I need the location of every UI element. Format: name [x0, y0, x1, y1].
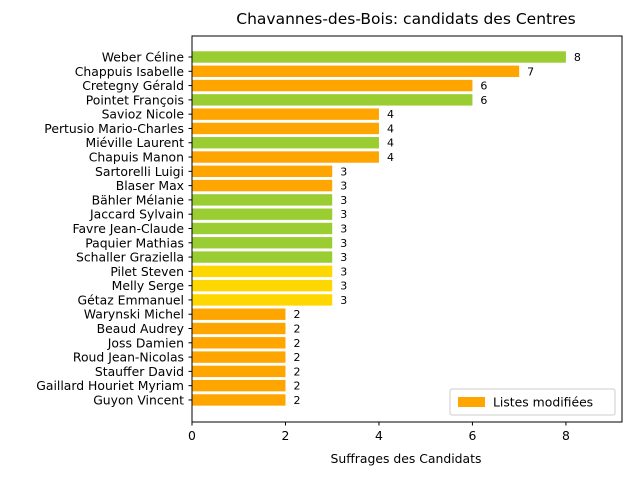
- bar: [192, 279, 333, 292]
- legend-entry-label: Listes modifiées: [493, 395, 593, 410]
- category-label: Jaccard Sylvain: [89, 207, 184, 222]
- bar: [192, 65, 520, 77]
- bar: [192, 108, 379, 120]
- category-label: Pertusio Mario-Charles: [44, 121, 184, 136]
- bars-group: [192, 51, 566, 406]
- bar: [192, 308, 286, 320]
- category-label: Pilet Steven: [110, 264, 184, 279]
- category-label: Gaillard Houriet Myriam: [36, 378, 184, 393]
- bar: [192, 237, 333, 249]
- bar: [192, 51, 566, 63]
- bar: [192, 151, 379, 163]
- category-label: Melly Serge: [112, 278, 184, 293]
- data-label: 2: [293, 394, 300, 407]
- data-label: 3: [340, 222, 347, 235]
- data-label: 4: [387, 137, 394, 150]
- data-label: 2: [293, 323, 300, 336]
- bar: [192, 194, 333, 206]
- legend-box: [449, 388, 616, 416]
- category-label: Pointet François: [86, 92, 184, 107]
- bar: [192, 265, 333, 278]
- data-label: 2: [293, 351, 300, 364]
- data-label: 3: [340, 294, 347, 307]
- data-label: 2: [293, 365, 300, 378]
- bar: [192, 179, 333, 192]
- bar: [192, 365, 286, 378]
- category-label: Blaser Max: [116, 178, 184, 193]
- category-label: Chappuis Isabelle: [75, 64, 184, 79]
- x-tick-label: 4: [375, 428, 383, 443]
- category-label: Schaller Graziella: [76, 250, 184, 265]
- data-label: 6: [480, 80, 487, 93]
- data-label: 2: [293, 380, 300, 393]
- category-label: Sartorelli Luigi: [95, 164, 184, 179]
- category-label: Bähler Mélanie: [92, 192, 184, 207]
- bar: [192, 337, 286, 349]
- bar: [192, 94, 473, 106]
- bar: [192, 351, 286, 363]
- data-label: 6: [480, 94, 487, 107]
- category-label: Gétaz Emmanuel: [78, 292, 184, 307]
- x-ticks-group: 0 2 4 6 8: [188, 422, 570, 443]
- category-label: Guyon Vincent: [93, 392, 184, 407]
- category-label: Warynski Michel: [84, 307, 184, 322]
- data-label: 3: [340, 180, 347, 193]
- bar: [192, 222, 333, 235]
- bar: [192, 137, 379, 149]
- category-label: Weber Céline: [102, 50, 184, 65]
- category-label: Roud Jean-Nicolas: [73, 350, 184, 365]
- bar: [192, 294, 333, 306]
- x-tick-label: 2: [282, 428, 290, 443]
- x-tick-label: 8: [562, 428, 570, 443]
- category-label: Cretegny Gérald: [82, 78, 184, 93]
- data-label: 3: [340, 251, 347, 264]
- category-label: Miéville Laurent: [86, 135, 185, 150]
- bar: [192, 394, 286, 406]
- data-label: 4: [387, 151, 394, 164]
- bar: [192, 379, 286, 392]
- bar: [192, 208, 333, 220]
- data-label: 2: [293, 308, 300, 321]
- data-label: 3: [340, 165, 347, 178]
- data-label: 3: [340, 194, 347, 207]
- x-axis-label: Suffrages des Candidats: [331, 451, 482, 466]
- data-label: 4: [387, 108, 394, 121]
- bar: [192, 79, 473, 92]
- category-label: Favre Jean-Claude: [72, 221, 184, 236]
- category-label: Beaud Audrey: [97, 321, 184, 336]
- legend-swatch: [458, 397, 485, 407]
- bar: [192, 251, 333, 263]
- x-tick-label: 6: [468, 428, 476, 443]
- data-label: 8: [574, 51, 581, 64]
- data-label: 3: [340, 265, 347, 278]
- bar: [192, 165, 333, 178]
- data-label: 3: [340, 280, 347, 293]
- category-label: Stauffer David: [95, 364, 184, 379]
- bar: [192, 122, 379, 135]
- data-label: 7: [527, 65, 534, 78]
- x-tick-label: 0: [188, 428, 196, 443]
- data-label: 3: [340, 237, 347, 250]
- data-label: 3: [340, 208, 347, 221]
- category-label: Savioz Nicole: [102, 107, 184, 122]
- bar: [192, 322, 286, 335]
- legend: Listes modifiées: [449, 388, 616, 416]
- category-label: Paquier Mathias: [85, 235, 184, 250]
- chart-title: Chavannes-des-Bois: candidats des Centre…: [236, 10, 576, 28]
- data-label: 4: [387, 122, 394, 135]
- category-label: Chapuis Manon: [89, 150, 184, 165]
- data-label: 2: [293, 337, 300, 350]
- plot-frame: [191, 35, 623, 423]
- category-label: Joss Damien: [107, 335, 184, 350]
